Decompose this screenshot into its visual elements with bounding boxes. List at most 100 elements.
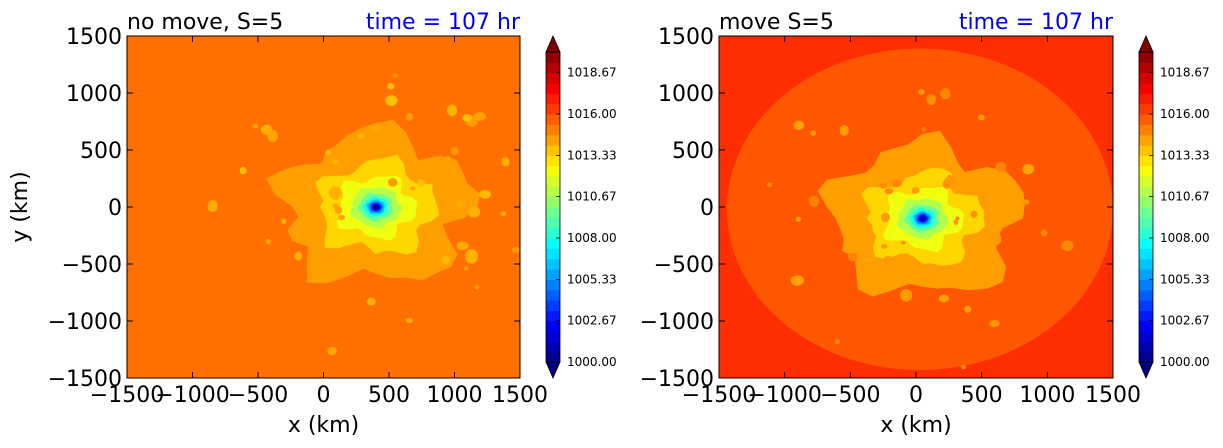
pressure-spot bbox=[881, 243, 888, 249]
pressure-spot bbox=[963, 190, 968, 196]
pressure-spot bbox=[997, 213, 1005, 222]
colorbar-level bbox=[1139, 124, 1153, 136]
y-tick-label: −500 bbox=[654, 253, 714, 278]
colorbar-tick-label: 1016.00 bbox=[1160, 107, 1210, 121]
colorbar-level bbox=[546, 207, 560, 218]
pressure-spot bbox=[944, 176, 957, 185]
y-tick-label: −1000 bbox=[48, 310, 122, 335]
pressure-spot bbox=[1022, 163, 1035, 175]
x-tick-label: 1500 bbox=[1085, 383, 1141, 408]
colorbar-level bbox=[546, 83, 560, 94]
pressure-spot bbox=[446, 104, 458, 117]
x-tick-label: −1000 bbox=[155, 383, 229, 408]
colorbar-level bbox=[1139, 83, 1153, 94]
y-axis-label: y (km) bbox=[8, 171, 33, 242]
y-tick-label: 0 bbox=[700, 196, 714, 221]
pressure-spot bbox=[406, 112, 413, 121]
pressure-spot bbox=[995, 161, 1007, 172]
pressure-spot bbox=[1041, 229, 1048, 237]
colorbar-tick-label: 1016.00 bbox=[567, 107, 617, 121]
pressure-spot bbox=[410, 186, 416, 191]
x-tick-label: −500 bbox=[228, 383, 288, 408]
colorbar-level bbox=[546, 248, 560, 260]
pressure-spot bbox=[900, 289, 913, 302]
pressure-spot bbox=[953, 219, 959, 226]
colorbar-level bbox=[546, 217, 560, 229]
colorbar-level bbox=[546, 331, 560, 342]
x-tick-label: −500 bbox=[820, 383, 880, 408]
colorbar-level bbox=[1139, 72, 1153, 84]
pressure-spot bbox=[465, 249, 479, 264]
colorbar-level bbox=[546, 114, 560, 125]
colorbar-tick-label: 1000.00 bbox=[1160, 355, 1210, 369]
pressure-spot bbox=[795, 216, 801, 222]
pressure-spot bbox=[923, 269, 931, 277]
colorbar-level bbox=[1139, 217, 1153, 229]
y-tick-label: 1000 bbox=[66, 82, 122, 107]
colorbar-level bbox=[546, 62, 560, 74]
x-tick-label: 0 bbox=[317, 383, 331, 408]
x-axis-label: x (km) bbox=[288, 413, 359, 438]
colorbar-level bbox=[546, 300, 560, 311]
colorbar-level bbox=[1139, 269, 1153, 280]
colorbar-level bbox=[546, 72, 560, 84]
y-tick-label: −500 bbox=[62, 253, 122, 278]
pressure-spot bbox=[326, 250, 334, 259]
colorbar-level bbox=[1139, 331, 1153, 342]
colorbar-level bbox=[1139, 186, 1153, 198]
colorbar-level bbox=[546, 269, 560, 280]
colorbar-level bbox=[546, 289, 560, 301]
colorbar-level bbox=[546, 93, 560, 105]
pressure-spot bbox=[441, 255, 451, 265]
colorbar-tick-label: 1005.33 bbox=[567, 272, 617, 286]
pressure-spot bbox=[970, 210, 978, 219]
pressure-spot bbox=[511, 246, 520, 254]
pressure-spot bbox=[961, 364, 967, 370]
colorbar-level bbox=[1139, 145, 1153, 156]
chart-title: move S=5 bbox=[719, 10, 834, 35]
colorbar-level bbox=[546, 52, 560, 63]
colorbar-level bbox=[546, 258, 560, 270]
contour-level bbox=[919, 216, 926, 221]
y-tick-label: 500 bbox=[80, 139, 122, 164]
colorbar-level bbox=[546, 238, 560, 249]
colorbar-level bbox=[546, 320, 560, 332]
colorbar-tick-label: 1018.67 bbox=[567, 66, 617, 80]
colorbar-level bbox=[1139, 341, 1153, 353]
pressure-field bbox=[127, 36, 520, 378]
chart-panel-1: −1500−1000−500 0 500 1000 1500−1500−1000−500… bbox=[8, 10, 617, 438]
pressure-spot bbox=[847, 252, 858, 262]
colorbar-frame bbox=[545, 51, 561, 363]
x-tick-label: 1000 bbox=[1019, 383, 1075, 408]
pressure-spot bbox=[260, 124, 273, 135]
chart-title: no move, S=5 bbox=[127, 10, 283, 35]
pressure-spot bbox=[926, 94, 937, 106]
pressure-spot bbox=[406, 318, 413, 324]
pressure-spot bbox=[239, 166, 247, 175]
colorbar-level bbox=[546, 155, 560, 167]
pressure-spot bbox=[964, 305, 972, 313]
colorbar-level bbox=[546, 145, 560, 156]
pressure-spot bbox=[366, 297, 376, 306]
pressure-spot bbox=[834, 339, 840, 345]
y-tick-label: 1500 bbox=[66, 25, 122, 50]
pressure-spot bbox=[809, 195, 820, 207]
colorbar-level bbox=[1139, 248, 1153, 260]
colorbar: 1000.00 1002.67 1005.33 1008.00 1010.67 1013.… bbox=[545, 35, 617, 379]
colorbar-tick-label: 1000.00 bbox=[567, 355, 617, 369]
pressure-spot bbox=[468, 206, 481, 218]
colorbar-tick-label: 1005.33 bbox=[1160, 272, 1210, 286]
pressure-spot bbox=[207, 199, 218, 212]
colorbar-level bbox=[1139, 62, 1153, 74]
pressure-spot bbox=[456, 241, 469, 251]
y-tick-label: −1000 bbox=[640, 310, 714, 335]
colorbar-tick-label: 1010.67 bbox=[1160, 190, 1210, 204]
pressure-spot bbox=[879, 182, 888, 189]
colorbar-level bbox=[546, 176, 560, 187]
pressure-spot bbox=[767, 182, 772, 187]
pressure-spot bbox=[866, 175, 874, 184]
colorbar-level bbox=[1139, 165, 1153, 177]
colorbar-level bbox=[1139, 258, 1153, 270]
colorbar-level bbox=[1139, 279, 1153, 291]
